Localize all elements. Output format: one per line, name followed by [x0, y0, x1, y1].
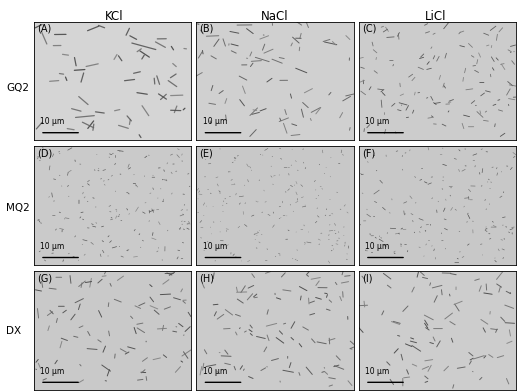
- Text: (F): (F): [362, 149, 375, 159]
- Text: (C): (C): [362, 24, 376, 34]
- Text: 10 μm: 10 μm: [40, 242, 64, 251]
- Text: GQ2: GQ2: [6, 83, 29, 93]
- Text: NaCl: NaCl: [261, 10, 289, 23]
- Text: 10 μm: 10 μm: [365, 242, 389, 251]
- Text: DX: DX: [6, 326, 21, 336]
- Text: 10 μm: 10 μm: [40, 117, 64, 126]
- Text: 10 μm: 10 μm: [202, 367, 227, 376]
- Text: 10 μm: 10 μm: [202, 117, 227, 126]
- Text: 10 μm: 10 μm: [365, 117, 389, 126]
- Text: (G): (G): [37, 274, 52, 283]
- Text: LiCl: LiCl: [425, 10, 447, 23]
- Text: 10 μm: 10 μm: [365, 367, 389, 376]
- Text: (E): (E): [199, 149, 213, 159]
- Text: MQ2: MQ2: [6, 203, 30, 213]
- Text: (D): (D): [37, 149, 52, 159]
- Text: (B): (B): [199, 24, 214, 34]
- Text: (I): (I): [362, 274, 372, 283]
- Text: (A): (A): [37, 24, 51, 34]
- Text: KCl: KCl: [105, 10, 124, 23]
- Text: (H): (H): [199, 274, 214, 283]
- Text: 10 μm: 10 μm: [40, 367, 64, 376]
- Text: 10 μm: 10 μm: [202, 242, 227, 251]
